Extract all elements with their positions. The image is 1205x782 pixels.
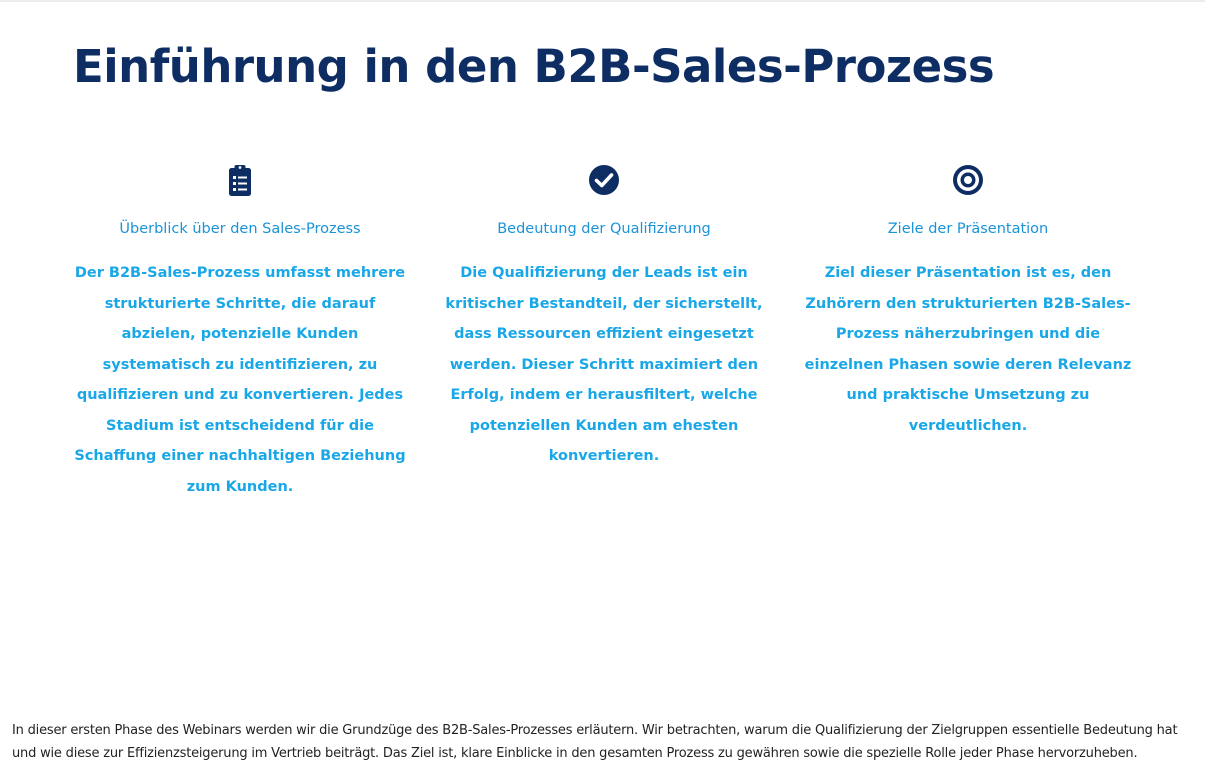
column-heading: Überblick über den Sales-Prozess <box>119 221 361 237</box>
target-icon <box>953 165 983 195</box>
column-sales-overview: Überblick über den Sales-Prozess Der B2B… <box>70 162 410 502</box>
slide: Einführung in den B2B-Sales-Prozess Über… <box>70 40 1138 502</box>
column-heading: Bedeutung der Qualifizierung <box>497 221 711 237</box>
column-presentation-goals: Ziele der Präsentation Ziel dieser Präse… <box>798 162 1138 441</box>
top-divider <box>0 0 1205 2</box>
speaker-notes-caption: In dieser ersten Phase des Webinars werd… <box>12 723 1178 761</box>
slide-title: Einführung in den B2B-Sales-Prozess <box>73 40 995 93</box>
column-qualification: Bedeutung der Qualifizierung Die Qualifi… <box>434 162 774 472</box>
clipboard-list-icon <box>229 165 251 196</box>
column-body: Die Qualifizierung der Leads ist ein kri… <box>445 265 763 464</box>
column-body: Ziel dieser Präsentation ist es, den Zuh… <box>804 265 1132 434</box>
column-heading: Ziele der Präsentation <box>887 221 1049 237</box>
check-circle-icon <box>589 165 619 195</box>
column-body: Der B2B-Sales-Prozess umfasst mehrere st… <box>74 265 406 495</box>
